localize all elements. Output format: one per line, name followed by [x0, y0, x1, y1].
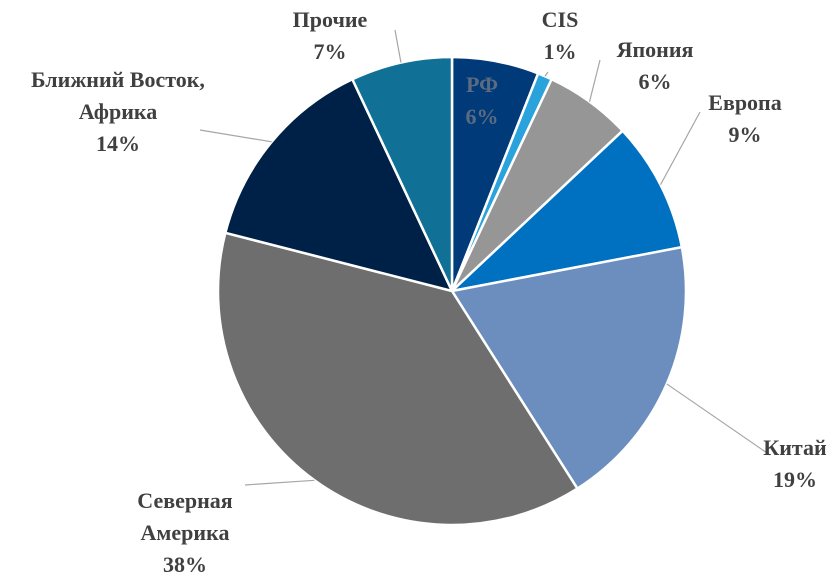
slice-value-label: 1%	[544, 39, 577, 64]
label-line: Китай	[763, 435, 827, 460]
label-line: РФ	[466, 72, 498, 97]
label-line: Япония	[617, 37, 694, 62]
slice-label: РФ	[466, 72, 498, 97]
slice-value-label: 7%	[314, 39, 347, 64]
leader-line	[544, 71, 549, 77]
slice-value-label: 6%	[466, 104, 499, 129]
slice-label: Япония	[617, 37, 694, 62]
pie-slice	[449, 245, 688, 491]
slice-label: Ближний Восток, Африка	[31, 67, 205, 124]
slice-label: Прочие	[293, 7, 368, 32]
slice-value-label: 14%	[96, 131, 140, 156]
pie-slice	[223, 77, 455, 293]
leader-line	[244, 479, 315, 486]
pie-slice	[350, 55, 454, 292]
slice-label: Европа	[708, 90, 781, 115]
label-line: Африка	[79, 99, 158, 124]
slice-value-label: 19%	[773, 467, 817, 492]
slice-value-label: 9%	[729, 122, 762, 147]
leader-line	[659, 111, 701, 186]
leader-line	[199, 129, 272, 143]
label-line: Америка	[141, 520, 230, 545]
pie-slice	[448, 129, 684, 294]
leader-line	[394, 29, 402, 63]
slice-label: CIS	[542, 7, 579, 32]
leader-line	[666, 383, 771, 456]
label-line: Северная	[137, 488, 232, 513]
slice-value-label: 38%	[163, 552, 207, 575]
pie-slice	[216, 231, 580, 527]
slice-value-label: 6%	[639, 69, 672, 94]
slice-label: Китай	[763, 435, 827, 460]
label-line: Ближний Восток,	[31, 67, 205, 92]
leader-line	[588, 59, 601, 102]
label-line: Европа	[708, 90, 781, 115]
label-line: Прочие	[293, 7, 368, 32]
label-line: CIS	[542, 7, 579, 32]
slice-label: Северная Америка	[137, 488, 232, 545]
